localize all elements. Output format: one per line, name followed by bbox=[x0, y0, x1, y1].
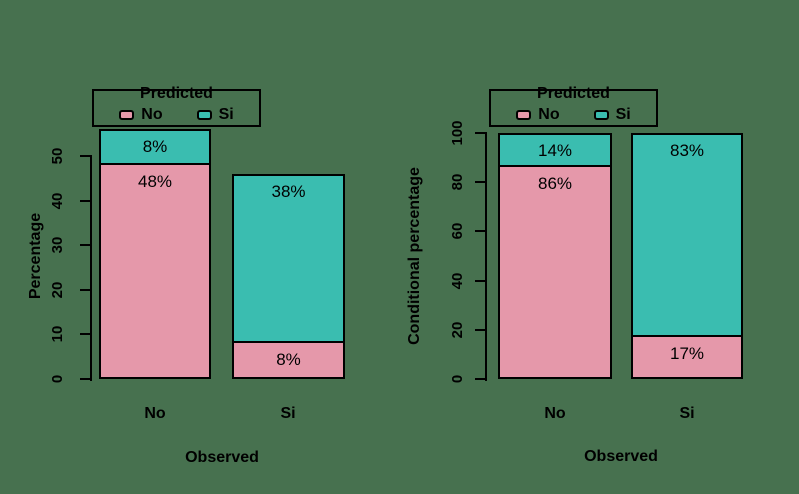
y-axis-tick bbox=[80, 378, 92, 380]
y-axis-tick bbox=[80, 244, 92, 247]
legend-box: Predicted No Si bbox=[489, 85, 658, 127]
y-axis-tick bbox=[475, 378, 487, 380]
bar-si bbox=[232, 173, 345, 379]
bar-segment-label: 83% bbox=[669, 141, 705, 160]
y-axis-line bbox=[485, 133, 487, 381]
legend-entry-label: No bbox=[538, 106, 560, 123]
bar-segment-bottom bbox=[101, 162, 209, 377]
teal-swatch-icon bbox=[593, 110, 609, 120]
bar-segment-label: 8% bbox=[142, 137, 168, 157]
legend-entry-si: Si bbox=[593, 106, 631, 124]
bar-segment-label: 86% bbox=[537, 174, 573, 194]
x-category-label: Si bbox=[280, 405, 296, 422]
y-axis-tick bbox=[80, 333, 92, 336]
y-tick-label: 100 bbox=[449, 120, 466, 146]
legend-entry-si: Si bbox=[196, 106, 234, 124]
bar-segment-label: 17% bbox=[669, 344, 705, 364]
pink-swatch-icon bbox=[119, 110, 135, 120]
left-chart: Percentage Observed Predicted No Si 0 10 2… bbox=[27, 85, 345, 466]
y-axis-tick bbox=[80, 155, 92, 157]
legend-title: Predicted bbox=[140, 85, 213, 102]
legend-entries: No Si bbox=[94, 106, 259, 124]
bar-segment-label: 14% bbox=[537, 141, 573, 160]
bar-no bbox=[498, 133, 612, 379]
legend-box: Predicted No Si bbox=[92, 85, 261, 127]
right-x-axis-title: Observed bbox=[584, 448, 658, 465]
y-axis-line bbox=[90, 156, 92, 381]
left-x-axis-title: Observed bbox=[185, 449, 259, 466]
bar-segment-bottom bbox=[633, 335, 741, 377]
y-axis-tick bbox=[475, 181, 487, 184]
bar-segment-bottom bbox=[234, 341, 343, 377]
x-category-label: No bbox=[544, 405, 566, 422]
legend-entry-label: Si bbox=[218, 106, 234, 123]
legend-entry-no: No bbox=[119, 106, 163, 124]
legend-title: Predicted bbox=[537, 85, 610, 102]
bar-no bbox=[99, 129, 211, 379]
y-axis-tick bbox=[475, 230, 487, 233]
y-axis-tick bbox=[80, 288, 92, 291]
y-axis-tick bbox=[80, 199, 92, 202]
y-axis-tick bbox=[475, 132, 487, 134]
bar-si bbox=[631, 133, 743, 379]
legend-entry-label: Si bbox=[615, 106, 631, 123]
legend-entries: No Si bbox=[491, 106, 656, 124]
legend-entry-label: No bbox=[141, 106, 163, 123]
bar-segment-bottom bbox=[500, 165, 610, 377]
bar-segment-label: 48% bbox=[137, 171, 173, 191]
right-y-axis-title: Conditional percentage bbox=[406, 167, 423, 345]
x-category-label: No bbox=[144, 405, 166, 422]
y-axis-tick bbox=[475, 279, 487, 282]
teal-swatch-icon bbox=[196, 110, 212, 120]
bar-segment-label: 38% bbox=[271, 181, 306, 201]
legend-entry-no: No bbox=[516, 106, 560, 124]
x-category-label: Si bbox=[679, 405, 695, 422]
pink-swatch-icon bbox=[516, 110, 532, 120]
bar-segment-label: 8% bbox=[276, 350, 301, 370]
y-axis-tick bbox=[475, 328, 487, 331]
